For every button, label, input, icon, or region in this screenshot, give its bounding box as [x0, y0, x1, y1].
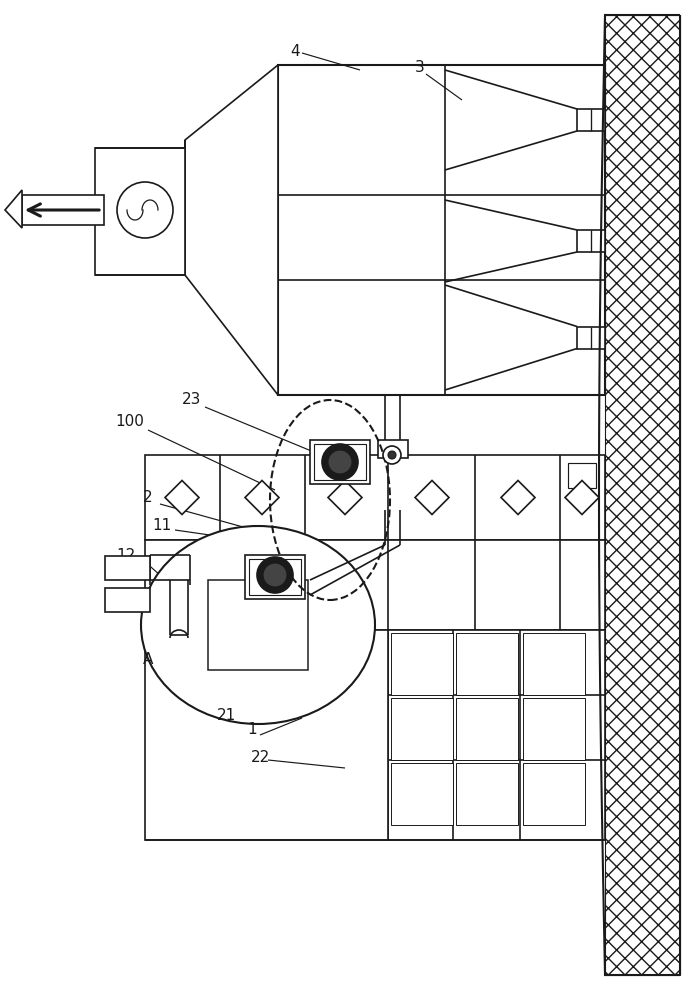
Bar	[249, 559, 301, 595]
Bar	[208, 580, 308, 670]
Text: A: A	[143, 652, 153, 668]
Bar	[523, 698, 585, 760]
Bar	[245, 555, 305, 599]
Bar	[391, 633, 453, 695]
Circle shape	[117, 182, 173, 238]
Polygon shape	[415, 481, 449, 514]
Bar	[95, 148, 185, 275]
Circle shape	[257, 557, 293, 593]
Circle shape	[263, 563, 287, 587]
Text: 3: 3	[415, 60, 425, 76]
Text: 100: 100	[115, 414, 144, 430]
Polygon shape	[185, 65, 278, 395]
Bar	[314, 444, 366, 480]
Text: 12: 12	[117, 548, 136, 562]
Bar	[378, 440, 408, 458]
Bar	[456, 763, 518, 825]
Bar	[605, 15, 680, 975]
Polygon shape	[328, 481, 362, 514]
Polygon shape	[565, 481, 599, 514]
Bar	[22, 195, 104, 225]
Bar	[577, 230, 605, 252]
Bar	[388, 630, 605, 840]
Text: 21: 21	[217, 708, 235, 722]
Bar	[523, 633, 585, 695]
Circle shape	[388, 451, 396, 459]
Text: 22: 22	[250, 750, 270, 766]
Bar	[145, 540, 605, 630]
Text: 11: 11	[152, 518, 172, 532]
Bar	[105, 588, 150, 612]
Polygon shape	[245, 481, 279, 514]
Text: 4: 4	[290, 44, 300, 60]
Bar	[391, 763, 453, 825]
Circle shape	[322, 444, 358, 480]
Bar	[577, 109, 605, 131]
Bar	[145, 630, 388, 840]
Bar	[523, 763, 585, 825]
Polygon shape	[5, 190, 22, 228]
Text: 1: 1	[247, 722, 257, 738]
Bar	[105, 556, 150, 580]
Bar	[145, 455, 605, 540]
Circle shape	[328, 450, 352, 474]
Text: 2: 2	[144, 490, 152, 506]
Polygon shape	[501, 481, 535, 514]
Bar	[278, 65, 605, 395]
Bar	[310, 440, 370, 484]
Polygon shape	[165, 481, 199, 514]
Bar	[391, 698, 453, 760]
Circle shape	[383, 446, 401, 464]
Ellipse shape	[141, 526, 375, 724]
Text: 23: 23	[182, 392, 201, 408]
Bar	[577, 326, 605, 349]
Bar	[568, 463, 596, 488]
Bar	[456, 698, 518, 760]
Bar	[456, 633, 518, 695]
